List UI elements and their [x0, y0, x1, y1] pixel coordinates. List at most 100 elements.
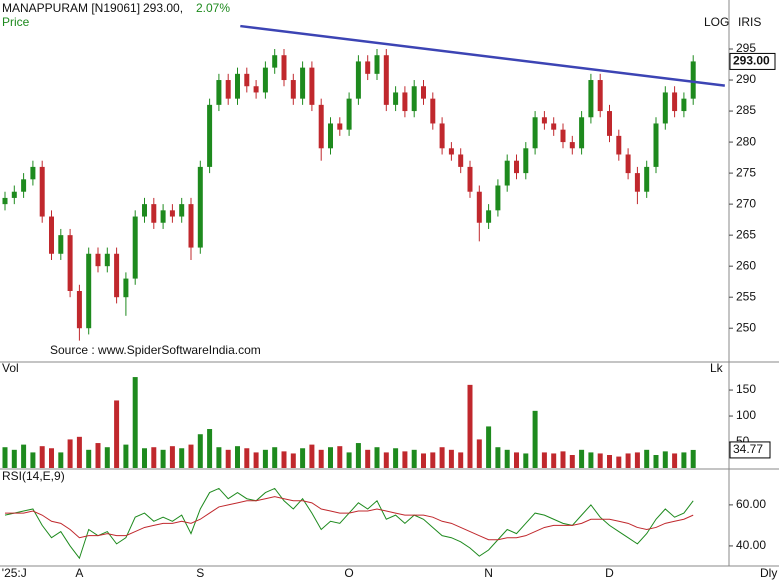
- volume-bar: [39, 446, 45, 468]
- candle-body: [504, 160, 510, 186]
- y-tick-label: 285: [736, 103, 756, 117]
- candle-body: [597, 80, 603, 112]
- candle-body: [514, 160, 519, 174]
- candle-body: [467, 166, 473, 192]
- candle-body: [114, 253, 120, 298]
- volume-bar: [504, 449, 510, 468]
- candle-body: [281, 55, 287, 81]
- volume-bar: [281, 451, 287, 468]
- volume-bar: [439, 447, 445, 468]
- volume-bar: [142, 448, 147, 468]
- candle-body: [393, 92, 399, 105]
- candle-body: [355, 61, 361, 99]
- candle-body: [681, 98, 687, 112]
- candle-body: [616, 135, 622, 155]
- candle-body: [625, 154, 631, 174]
- price-box: [729, 52, 776, 70]
- candle-body: [541, 117, 547, 124]
- volume-bar: [486, 426, 492, 468]
- candle-body: [662, 92, 668, 124]
- volume-bar: [383, 452, 389, 468]
- candle-body: [634, 173, 640, 192]
- candle-body: [49, 216, 54, 254]
- volume-bar: [58, 452, 64, 468]
- candle-body: [123, 278, 129, 298]
- candle-body: [160, 210, 166, 223]
- candle-body: [169, 210, 175, 217]
- candle-body: [290, 80, 296, 99]
- candle-body: [569, 142, 575, 149]
- candle-body: [39, 166, 45, 217]
- volume-bar: [151, 447, 157, 468]
- volume-bar: [104, 447, 110, 468]
- candle-body: [309, 67, 315, 105]
- volume-bar: [532, 410, 538, 468]
- candle-body: [579, 117, 585, 149]
- y-tick-label: 265: [736, 227, 756, 241]
- volume-bar: [197, 434, 203, 468]
- panel-label: Price: [2, 15, 30, 29]
- volume-bar: [402, 451, 408, 468]
- volume-bar: [328, 447, 333, 468]
- candle-body: [151, 204, 157, 223]
- candle-body: [58, 235, 64, 254]
- candle-body: [86, 253, 92, 329]
- trendline: [240, 24, 725, 87]
- candle-body: [365, 61, 371, 74]
- volume-bar: [495, 447, 501, 468]
- volume-bar: [514, 452, 519, 468]
- source: Source : www.SpiderSoftwareIndia.com: [50, 343, 261, 357]
- candle-body: [76, 290, 82, 329]
- volume-bar: [300, 448, 306, 468]
- y-tick-label: 255: [736, 289, 756, 303]
- candle-body: [11, 191, 17, 198]
- volume-bar: [21, 444, 27, 468]
- candle-body: [132, 216, 138, 279]
- volume-bar: [569, 455, 575, 468]
- volume-bar: [86, 449, 92, 468]
- panel-title: Vol: [2, 361, 19, 375]
- x-tick-label: O: [344, 566, 353, 580]
- unit-label: Lk: [710, 361, 724, 375]
- volume-bar: [132, 377, 138, 468]
- volume-bar: [374, 447, 380, 468]
- candle-body: [2, 197, 8, 205]
- candle-body: [253, 86, 259, 93]
- volume-bar: [523, 453, 529, 468]
- candle-body: [532, 117, 538, 149]
- volume-bar: [644, 449, 650, 468]
- volume-bar: [551, 453, 557, 468]
- volume-bar: [290, 453, 296, 468]
- log-button[interactable]: LOG: [704, 15, 729, 29]
- iris-button[interactable]: IRIS: [738, 15, 761, 29]
- volume-bar: [560, 451, 566, 468]
- y-tick-label: 270: [736, 196, 756, 210]
- candle-body: [486, 210, 492, 223]
- y-tick-label: 275: [736, 165, 756, 179]
- volume-bar: [653, 455, 659, 468]
- candle-body: [318, 104, 324, 149]
- candle-body: [235, 73, 240, 99]
- volume-bar: [309, 444, 315, 468]
- volume-bar: [616, 456, 622, 468]
- volume-bar: [179, 448, 185, 468]
- candle-body: [272, 55, 278, 68]
- candle-body: [644, 166, 650, 192]
- volume-bar: [244, 448, 250, 468]
- candle-body: [495, 185, 501, 211]
- candle-body: [104, 253, 110, 267]
- volume-bar: [235, 446, 240, 468]
- volume-bar: [411, 449, 417, 468]
- y-tick-label: 290: [736, 72, 756, 86]
- volume-bar: [11, 449, 17, 468]
- candle-body: [402, 92, 408, 112]
- candle-body: [430, 98, 436, 124]
- y-tick-label: 150: [736, 382, 756, 396]
- candle-body: [690, 61, 696, 99]
- volume-bar: [634, 452, 640, 468]
- volume-bar: [588, 452, 594, 468]
- volume-bar: [662, 451, 668, 468]
- candle-body: [95, 253, 101, 267]
- y-tick-label: 40.00: [736, 538, 766, 552]
